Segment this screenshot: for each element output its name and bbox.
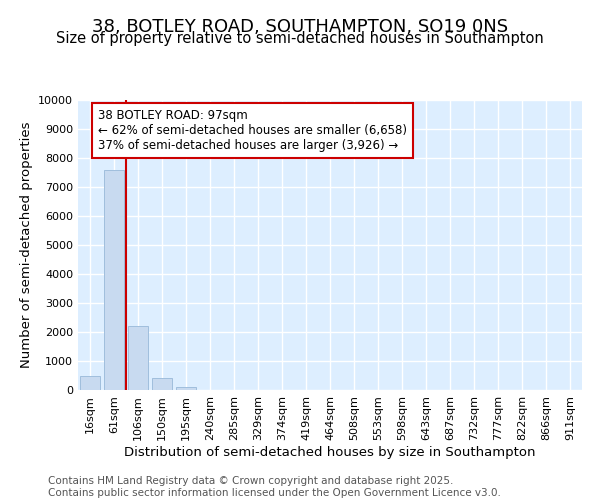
- Text: 38 BOTLEY ROAD: 97sqm
← 62% of semi-detached houses are smaller (6,658)
37% of s: 38 BOTLEY ROAD: 97sqm ← 62% of semi-deta…: [98, 108, 407, 152]
- Y-axis label: Number of semi-detached properties: Number of semi-detached properties: [20, 122, 32, 368]
- Bar: [104, 170, 124, 390]
- X-axis label: Distribution of semi-detached houses by size in Southampton: Distribution of semi-detached houses by …: [124, 446, 536, 458]
- Text: 38, BOTLEY ROAD, SOUTHAMPTON, SO19 0NS: 38, BOTLEY ROAD, SOUTHAMPTON, SO19 0NS: [92, 18, 508, 36]
- Bar: [128, 326, 148, 390]
- Bar: [176, 387, 196, 390]
- Text: Contains HM Land Registry data © Crown copyright and database right 2025.
Contai: Contains HM Land Registry data © Crown c…: [48, 476, 501, 498]
- Bar: [152, 378, 172, 390]
- Text: Size of property relative to semi-detached houses in Southampton: Size of property relative to semi-detach…: [56, 31, 544, 46]
- Bar: [80, 376, 100, 390]
